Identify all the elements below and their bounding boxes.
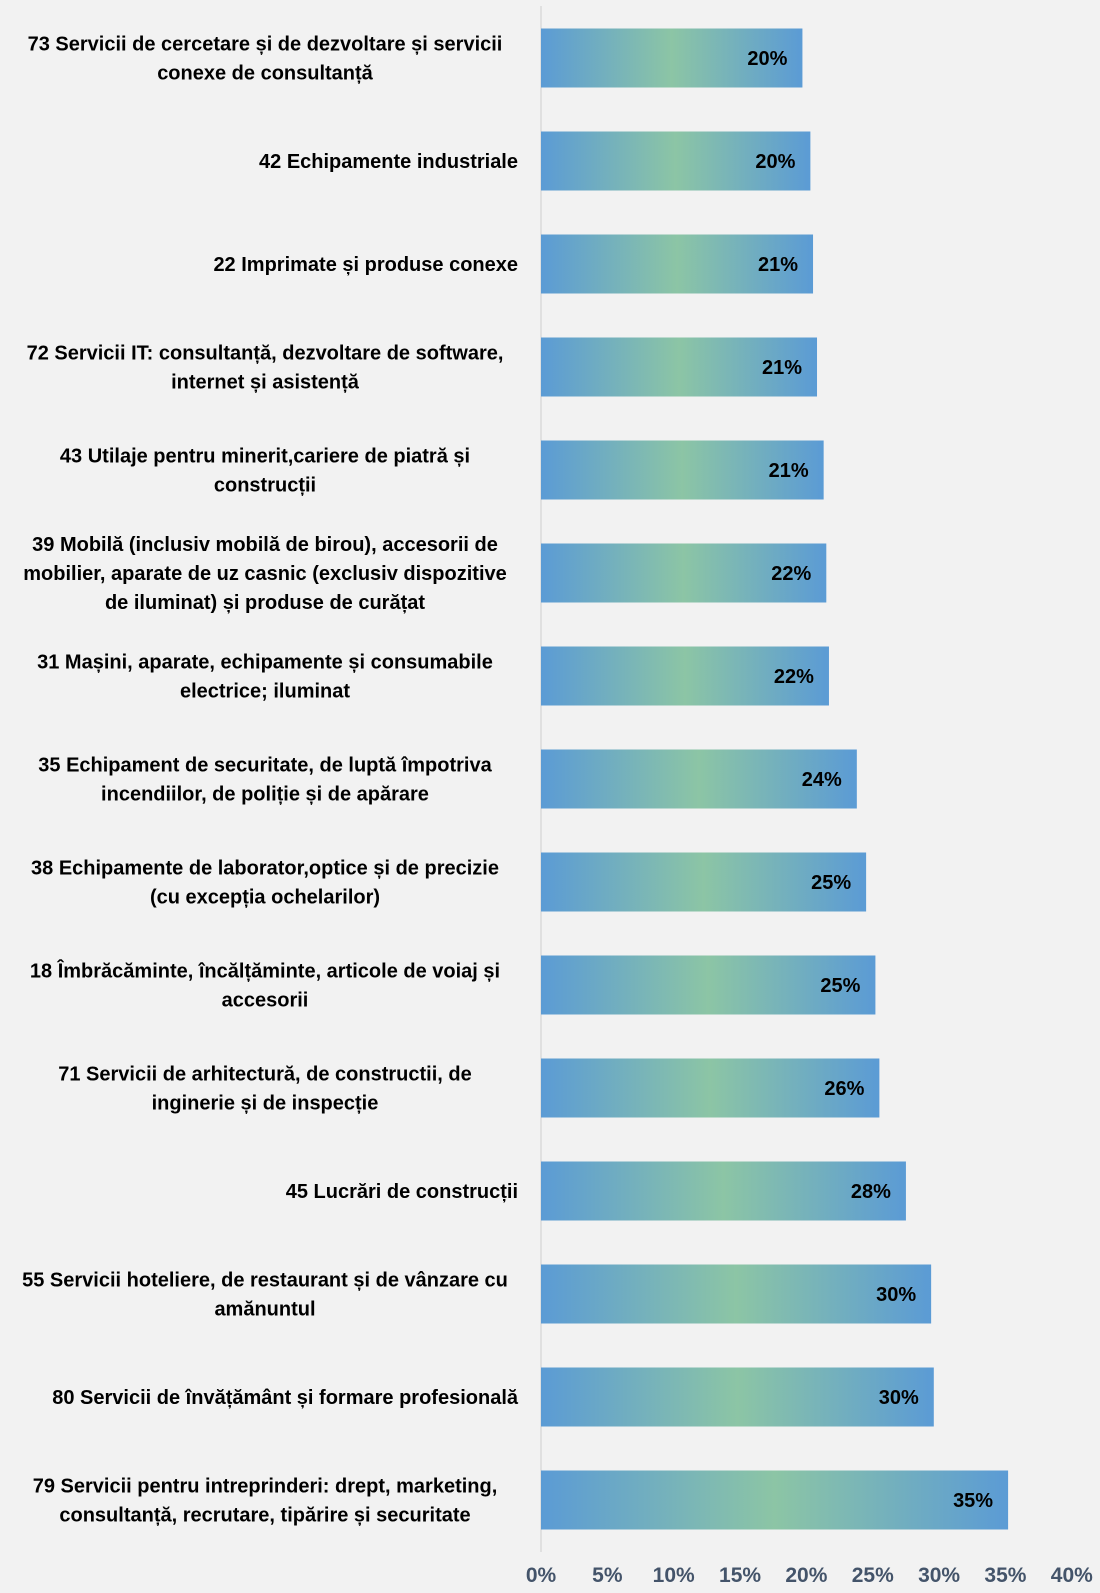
bar xyxy=(541,543,827,603)
x-tick-label: 20% xyxy=(785,1564,827,1587)
data-label: 25% xyxy=(811,872,851,894)
data-label: 28% xyxy=(851,1181,891,1203)
category-label: 35 Echipament de securitate, de luptă îm… xyxy=(38,755,492,806)
category-label-line: 31 Mașini, aparate, echipamente și consu… xyxy=(37,652,493,674)
category-label-line: accesorii xyxy=(222,990,309,1012)
category-label: 31 Mașini, aparate, echipamente și consu… xyxy=(37,652,493,703)
data-label: 25% xyxy=(820,975,860,997)
data-label: 35% xyxy=(953,1490,993,1512)
category-label-line: 45 Lucrări de construcții xyxy=(286,1181,518,1203)
data-label: 22% xyxy=(771,563,811,585)
bar xyxy=(541,337,818,397)
x-tick-label: 15% xyxy=(719,1564,761,1587)
data-label: 21% xyxy=(769,460,809,482)
category-label: 43 Utilaje pentru minerit,cariere de pia… xyxy=(60,446,470,497)
category-label-line: 71 Servicii de arhitectură, de construct… xyxy=(58,1064,472,1086)
data-label: 26% xyxy=(824,1078,864,1100)
category-label-line: incendiilor, de poliție și de apărare xyxy=(101,784,429,806)
category-label: 72 Servicii IT: consultanță, dezvoltare … xyxy=(27,343,504,394)
category-label-line: internet și asistență xyxy=(171,372,360,394)
bar xyxy=(541,955,876,1015)
category-label-line: inginerie și de inspecție xyxy=(152,1093,379,1115)
category-label: 22 Imprimate și produse conexe xyxy=(213,254,518,276)
bar xyxy=(541,1161,906,1221)
data-label: 21% xyxy=(762,357,802,379)
category-label-line: 39 Mobilă (inclusiv mobilă de birou), ac… xyxy=(32,534,498,556)
x-tick-label: 30% xyxy=(918,1564,960,1587)
category-label: 18 Îmbrăcăminte, încălțăminte, articole … xyxy=(30,959,500,1012)
category-label-line: 73 Servicii de cercetare și de dezvoltar… xyxy=(28,34,503,56)
data-label: 21% xyxy=(758,254,798,276)
bar xyxy=(541,234,814,294)
x-tick-label: 0% xyxy=(526,1564,557,1587)
category-label-line: 35 Echipament de securitate, de luptă îm… xyxy=(38,755,492,777)
x-tick-label: 40% xyxy=(1051,1564,1093,1587)
category-label-line: 55 Servicii hoteliere, de restaurant și … xyxy=(22,1270,508,1292)
x-tick-label: 5% xyxy=(592,1564,623,1587)
data-label: 24% xyxy=(802,769,842,791)
category-label: 79 Servicii pentru intreprinderi: drept,… xyxy=(33,1476,498,1527)
category-label: 71 Servicii de arhitectură, de construct… xyxy=(58,1064,472,1115)
category-label-line: consultanță, recrutare, tipărire și secu… xyxy=(59,1505,470,1527)
category-label-line: 22 Imprimate și produse conexe xyxy=(213,254,518,276)
bar xyxy=(541,440,824,500)
category-label-line: conexe de consultanță xyxy=(157,63,373,85)
category-label-line: 38 Echipamente de laborator,optice și de… xyxy=(31,858,499,880)
data-label: 30% xyxy=(879,1387,919,1409)
category-label: 45 Lucrări de construcții xyxy=(286,1181,518,1203)
bar xyxy=(541,1367,934,1427)
category-label-line: construcții xyxy=(214,475,316,497)
bar xyxy=(541,1264,932,1324)
category-label: 73 Servicii de cercetare și de dezvoltar… xyxy=(28,34,503,85)
category-label-line: 43 Utilaje pentru minerit,cariere de pia… xyxy=(60,446,470,468)
category-label: 80 Servicii de învățământ și formare pro… xyxy=(52,1387,519,1409)
category-label: 38 Echipamente de laborator,optice și de… xyxy=(31,858,499,909)
category-label-line: electrice; iluminat xyxy=(180,681,350,703)
x-tick-label: 35% xyxy=(984,1564,1026,1587)
bar xyxy=(541,1470,1009,1530)
bar xyxy=(541,749,857,809)
category-label-line: de iluminat) și produse de curățat xyxy=(105,592,425,614)
plot-area: 20% 73 Servicii de cercetare și de dezvol… xyxy=(22,6,1093,1587)
category-label-line: 42 Echipamente industriale xyxy=(259,151,518,173)
category-label: 39 Mobilă (inclusiv mobilă de birou), ac… xyxy=(23,534,507,614)
category-label-line: 72 Servicii IT: consultanță, dezvoltare … xyxy=(27,343,504,365)
data-label: 22% xyxy=(774,666,814,688)
data-label: 20% xyxy=(747,48,787,70)
bar xyxy=(541,131,811,191)
category-label-line: amănuntul xyxy=(214,1299,315,1321)
x-tick-label: 10% xyxy=(653,1564,695,1587)
category-label-line: 80 Servicii de învățământ și formare pro… xyxy=(52,1387,519,1409)
bar xyxy=(541,852,867,912)
x-tick-label: 25% xyxy=(852,1564,894,1587)
bar xyxy=(541,646,829,706)
data-label: 30% xyxy=(876,1284,916,1306)
category-label-line: 18 Îmbrăcăminte, încălțăminte, articole … xyxy=(30,959,500,983)
category-label-line: 79 Servicii pentru intreprinderi: drept,… xyxy=(33,1476,498,1498)
category-label-line: mobilier, aparate de uz casnic (exclusiv… xyxy=(23,563,507,585)
bar xyxy=(541,28,803,88)
category-label: 55 Servicii hoteliere, de restaurant și … xyxy=(22,1270,508,1321)
data-label: 20% xyxy=(755,151,795,173)
category-label: 42 Echipamente industriale xyxy=(259,151,518,173)
bar xyxy=(541,1058,880,1118)
category-label-line: (cu excepția ochelarilor) xyxy=(150,887,380,909)
